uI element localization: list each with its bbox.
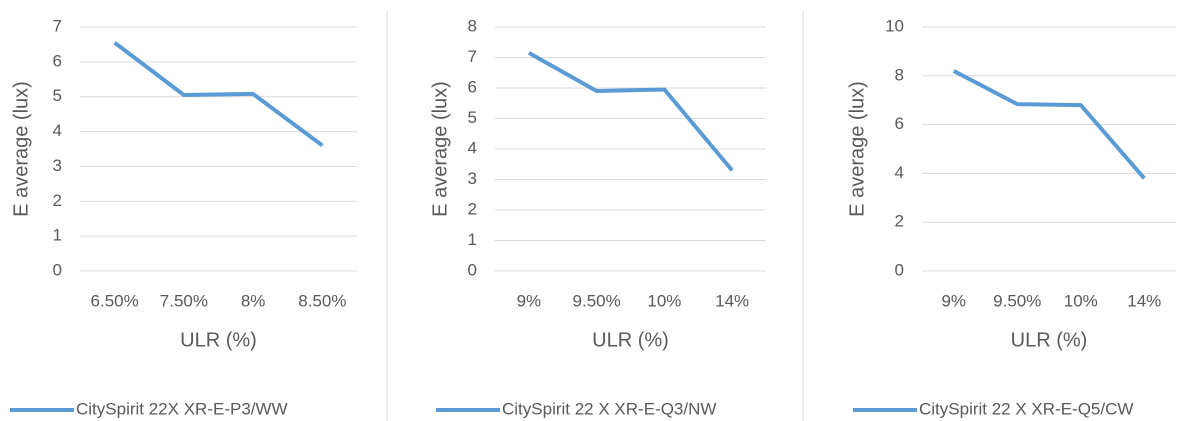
y-tick-label: 6 — [468, 77, 477, 96]
y-axis-title: E average (lux) — [10, 81, 32, 217]
y-tick-label: 4 — [53, 121, 62, 140]
x-tick-label: 8% — [241, 291, 266, 310]
legend-label: CitySpirit 22 X XR-E-Q3/NW — [502, 399, 716, 418]
y-tick-label: 0 — [468, 260, 477, 279]
y-axis-title: E average (lux) — [846, 81, 868, 217]
x-tick-label: 14% — [715, 291, 749, 310]
y-tick-label: 7 — [468, 47, 477, 66]
y-tick-label: 5 — [468, 108, 477, 127]
data-line — [952, 69, 1146, 180]
x-tick-label: 9% — [517, 291, 542, 310]
y-tick-label: 6 — [53, 51, 62, 70]
y-tick-label: 1 — [53, 226, 62, 245]
y-tick-label: 8 — [895, 65, 904, 84]
legend-label: CitySpirit 22 X XR-E-Q5/CW — [919, 399, 1133, 418]
y-tick-label: 2 — [895, 212, 904, 231]
y-tick-label: 8 — [468, 16, 477, 35]
y-tick-label: 3 — [53, 156, 62, 175]
y-tick-label: 6 — [895, 114, 904, 133]
x-tick-label: 6.50% — [91, 291, 139, 310]
x-tick-label: 9% — [941, 291, 966, 310]
y-axis-title: E average (lux) — [429, 81, 451, 217]
y-tick-label: 3 — [468, 169, 477, 188]
y-tick-label: 4 — [468, 138, 477, 157]
y-tick-label: 4 — [895, 163, 904, 182]
x-tick-label: 10% — [647, 291, 681, 310]
x-tick-label: 10% — [1064, 291, 1098, 310]
x-tick-label: 9.50% — [573, 291, 621, 310]
x-axis-title: ULR (%) — [592, 329, 669, 351]
data-line — [113, 41, 324, 148]
x-axis-title: ULR (%) — [1011, 329, 1088, 351]
data-line — [527, 51, 734, 172]
y-tick-label: 0 — [53, 260, 62, 279]
x-tick-label: 8.50% — [298, 291, 346, 310]
x-tick-label: 9.50% — [993, 291, 1041, 310]
legend-label: CitySpirit 22X XR-E-P3/WW — [76, 399, 288, 418]
y-tick-label: 7 — [53, 16, 62, 35]
y-tick-label: 10 — [885, 16, 904, 35]
x-tick-label: 7.50% — [160, 291, 208, 310]
y-tick-label: 0 — [895, 260, 904, 279]
y-tick-label: 5 — [53, 86, 62, 105]
y-tick-label: 1 — [468, 230, 477, 249]
y-tick-label: 2 — [53, 191, 62, 210]
x-axis-title: ULR (%) — [180, 329, 257, 351]
x-tick-label: 14% — [1127, 291, 1161, 310]
y-tick-label: 2 — [468, 199, 477, 218]
